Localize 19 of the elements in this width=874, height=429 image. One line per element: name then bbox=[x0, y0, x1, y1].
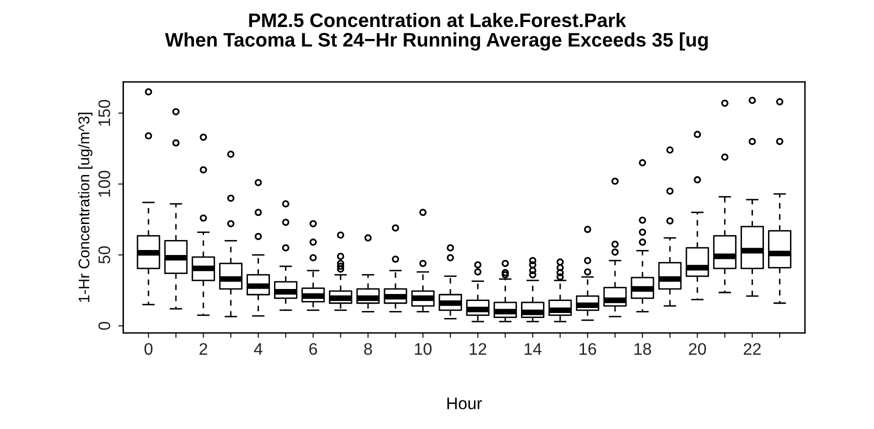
y-tick-label: 100 bbox=[98, 170, 110, 197]
x-tick-label: 18 bbox=[634, 343, 652, 355]
x-tick-label: 4 bbox=[254, 343, 262, 355]
x-tick-label: 2 bbox=[200, 343, 208, 355]
x-tick-label: 12 bbox=[470, 343, 486, 355]
x-tick-label: 22 bbox=[744, 343, 761, 355]
y-tick-label: 150 bbox=[98, 100, 110, 126]
x-axis-title: Hour bbox=[447, 398, 482, 410]
x-tick-label: 8 bbox=[364, 343, 372, 355]
y-tick-label: 0 bbox=[98, 322, 110, 330]
x-tick-label: 20 bbox=[688, 343, 706, 355]
y-tick-label: 50 bbox=[98, 246, 110, 264]
chart-title: PM2.5 Concentration at Lake.Forest.Park When Tacoma L St 24−Hr Running Average Exceeds 35 [ug bbox=[165, 12, 708, 51]
x-tick-label: 6 bbox=[309, 343, 318, 355]
y-axis-title: 1-Hr Concentration [ug/m^3] bbox=[78, 112, 92, 302]
x-tick-label: 16 bbox=[580, 343, 596, 355]
x-tick-label: 14 bbox=[524, 343, 542, 355]
x-tick-label: 0 bbox=[144, 343, 152, 355]
x-tick-label: 10 bbox=[414, 343, 432, 355]
